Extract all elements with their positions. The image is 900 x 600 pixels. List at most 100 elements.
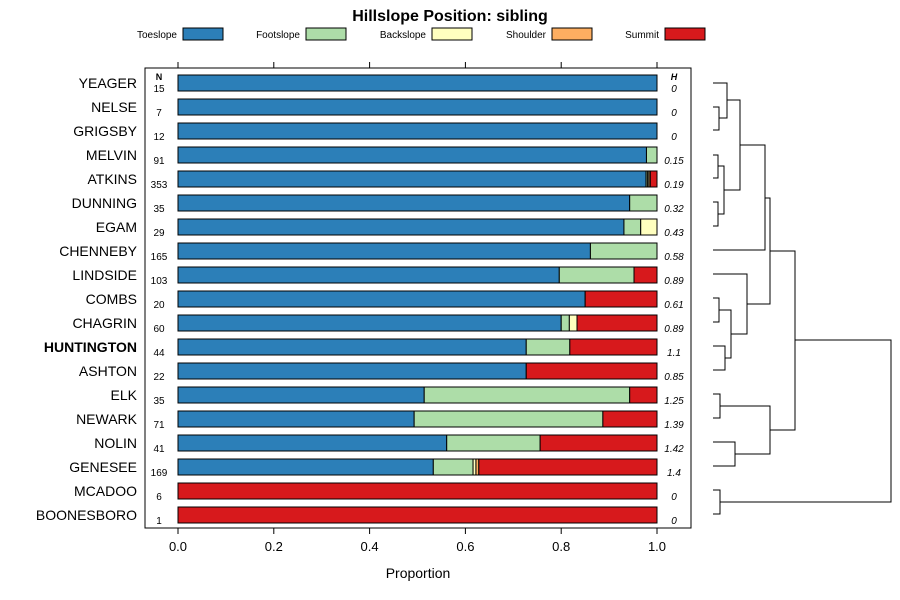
dendrogram-link: [740, 144, 766, 251]
bar-row: LINDSIDE 103 0.89: [72, 266, 684, 287]
bar-segment-footslope: [645, 146, 658, 164]
row-label: ASHTON: [79, 363, 137, 379]
x-tick-label: 0.6: [456, 539, 474, 554]
legend-swatch-footslope: [305, 27, 347, 41]
row-label: HUNTINGTON: [44, 339, 137, 355]
bar-segment-summit: [177, 506, 658, 524]
bar-row: MELVIN 91 0.15: [86, 146, 684, 167]
row-label: NEWARK: [76, 411, 138, 427]
dendrogram-link: [713, 106, 720, 131]
x-tick-label: 1.0: [648, 539, 666, 554]
row-n-value: 7: [156, 108, 162, 119]
legend-swatch-shoulder: [551, 27, 593, 41]
row-label: CHAGRIN: [72, 315, 137, 331]
dendrogram-link: [713, 201, 719, 227]
row-n-value: 44: [153, 348, 165, 359]
row-h-value: 0: [671, 84, 677, 95]
bar-row: GENESEE 169 1.4: [69, 458, 681, 479]
bar-segment-summit: [602, 410, 658, 428]
bar-segment-footslope: [558, 266, 635, 284]
bar-segment-toeslope: [177, 338, 527, 356]
bar-segment-summit: [177, 482, 658, 500]
bar-segment-toeslope: [177, 434, 448, 452]
x-axis: 0.0 0.2 0.4 0.6 0.8 1.0: [169, 62, 666, 554]
dendrogram-link: [713, 82, 728, 119]
bar-segment-toeslope: [177, 458, 434, 476]
bar-row: EGAM 29 0.43: [96, 218, 684, 239]
dendrogram-link: [718, 165, 725, 215]
row-h-value: 0: [671, 132, 677, 143]
bar-row: NOLIN 41 1.42: [94, 434, 684, 455]
row-label: ELK: [111, 387, 138, 403]
bar-row: GRIGSBY 12 0: [73, 122, 677, 143]
row-n-value: 91: [153, 156, 165, 167]
bar-row: YEAGER 15 0: [79, 74, 677, 95]
bar-segment-summit: [576, 314, 658, 332]
row-h-value: 0.89: [664, 324, 684, 335]
dendrogram: [713, 82, 892, 515]
bar-segment-toeslope: [177, 242, 591, 260]
row-label: LINDSIDE: [72, 267, 137, 283]
row-n-value: 169: [151, 468, 168, 479]
bar-row: NELSE 7 0: [91, 98, 677, 119]
bar-row: CHENNEBY 165 0.58: [59, 242, 684, 263]
legend-label-toeslope: Toeslope: [137, 30, 177, 41]
row-label: EGAM: [96, 219, 137, 235]
bar-segment-footslope: [629, 194, 658, 212]
row-h-value: 1.39: [664, 420, 684, 431]
bar-segment-summit: [649, 170, 658, 188]
bar-row: ELK 35 1.25: [111, 386, 684, 407]
legend: Toeslope Footslope Backslope Shoulder Summit: [137, 27, 706, 41]
legend-swatch-backslope: [431, 27, 473, 41]
row-label: MCADOO: [74, 483, 137, 499]
row-label: ATKINS: [87, 171, 137, 187]
bar-row: CHAGRIN 60 0.89: [72, 314, 684, 335]
row-h-value: 1.1: [667, 348, 681, 359]
bar-segment-backslope: [640, 218, 658, 236]
bar-segment-toeslope: [177, 170, 647, 188]
row-label: GENESEE: [69, 459, 137, 475]
row-h-value: 0.19: [664, 180, 684, 191]
bar-segment-summit: [584, 290, 658, 308]
row-label: BOONESBORO: [36, 507, 137, 523]
row-h-value: 0.58: [664, 252, 684, 263]
dendrogram-link: [713, 393, 721, 419]
row-label: NOLIN: [94, 435, 137, 451]
bar-segment-toeslope: [177, 266, 560, 284]
bar-segment-toeslope: [177, 194, 631, 212]
bar-segment-toeslope: [177, 410, 415, 428]
row-n-value: 6: [156, 492, 162, 503]
dendrogram-link: [713, 154, 719, 179]
row-label: NELSE: [91, 99, 137, 115]
row-label: YEAGER: [79, 75, 137, 91]
chart-title: Hillslope Position: sibling: [352, 8, 548, 25]
bar-row: NEWARK 71 1.39: [76, 410, 684, 431]
bar-segment-summit: [569, 338, 658, 356]
row-h-value: 0: [671, 516, 677, 527]
bar-segment-summit: [478, 458, 658, 476]
bar-segment-toeslope: [177, 218, 625, 236]
x-tick-label: 0.8: [552, 539, 570, 554]
bar-segment-toeslope: [177, 362, 527, 380]
bar-row: HUNTINGTON 44 1.1: [44, 338, 681, 359]
x-tick-label: 0.4: [361, 539, 379, 554]
bar-segment-footslope: [413, 410, 604, 428]
row-h-value: 0: [671, 108, 677, 119]
dendrogram-link: [713, 345, 726, 371]
row-n-value: 35: [153, 204, 165, 215]
dendrogram-link: [747, 197, 771, 305]
dendrogram-link: [720, 339, 892, 503]
bar-segment-footslope: [432, 458, 474, 476]
bar-row: MCADOO 6 0: [74, 482, 677, 503]
x-axis-label: Proportion: [386, 565, 451, 581]
legend-swatch-summit: [664, 27, 706, 41]
row-h-value: 0: [671, 492, 677, 503]
row-label: CHENNEBY: [59, 243, 137, 259]
bar-row: DUNNING 35 0.32: [72, 194, 684, 215]
bar-segment-toeslope: [177, 386, 425, 404]
row-label: COMBS: [86, 291, 137, 307]
row-n-value: 12: [153, 132, 165, 143]
row-n-value: 20: [153, 300, 165, 311]
bar-row: COMBS 20 0.61: [86, 290, 684, 311]
